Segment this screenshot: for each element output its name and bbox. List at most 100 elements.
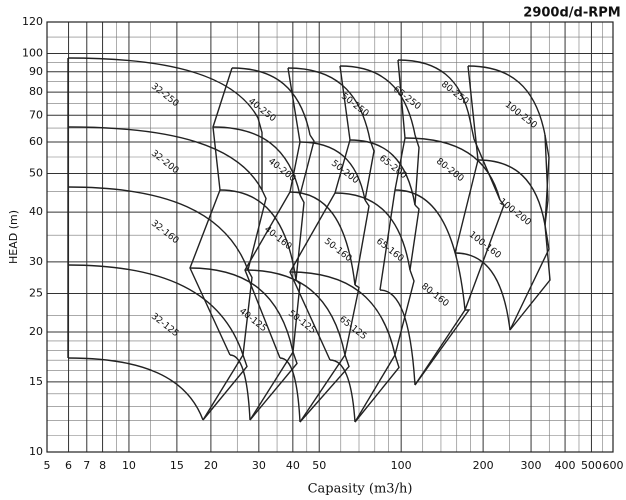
x-tick-label: 8 bbox=[99, 459, 106, 472]
region-label: 32-160 bbox=[149, 219, 180, 247]
outline bbox=[249, 351, 294, 421]
outline bbox=[354, 354, 396, 423]
outline bbox=[299, 354, 346, 423]
head-curve bbox=[379, 289, 416, 386]
x-axis-label: Capasity (m3/h) bbox=[308, 482, 413, 497]
y-tick-label: 100 bbox=[22, 47, 43, 60]
outline bbox=[244, 67, 301, 359]
region-label: 32-200 bbox=[149, 149, 180, 177]
outline bbox=[257, 117, 263, 190]
head-curve bbox=[329, 359, 356, 423]
head-curve bbox=[67, 186, 249, 271]
x-tick-label: 40 bbox=[286, 459, 300, 472]
head-curve bbox=[299, 141, 366, 201]
outline bbox=[289, 65, 351, 361]
head-curve bbox=[289, 191, 356, 286]
x-tick-label: 300 bbox=[521, 459, 542, 472]
y-tick-label: 50 bbox=[29, 166, 43, 179]
head-curve bbox=[454, 252, 511, 331]
outline bbox=[394, 269, 415, 356]
head-curve bbox=[334, 192, 411, 271]
outline bbox=[242, 269, 253, 356]
head-curve bbox=[229, 354, 251, 421]
head-curve bbox=[189, 267, 294, 353]
outline bbox=[454, 65, 479, 254]
region-label: 40-125 bbox=[237, 307, 268, 335]
x-tick-label: 20 bbox=[204, 459, 218, 472]
head-curve bbox=[219, 189, 297, 281]
outline bbox=[354, 199, 370, 286]
outline bbox=[379, 59, 406, 291]
region-label: 80-160 bbox=[419, 282, 450, 310]
outline bbox=[299, 354, 350, 423]
outline bbox=[409, 204, 420, 271]
outline bbox=[414, 134, 420, 206]
x-tick-label: 6 bbox=[65, 459, 72, 472]
outline bbox=[202, 354, 248, 421]
outline bbox=[299, 134, 315, 196]
y-tick-label: 30 bbox=[29, 255, 43, 268]
head-curve bbox=[67, 357, 204, 421]
outline bbox=[189, 67, 233, 356]
y-tick-label: 40 bbox=[29, 205, 43, 218]
x-tick-label: 50 bbox=[312, 459, 326, 472]
region-label: 80-200 bbox=[434, 157, 465, 185]
head-curve bbox=[244, 269, 346, 356]
x-tick-label: 7 bbox=[83, 459, 90, 472]
outline bbox=[344, 284, 360, 356]
head-curve bbox=[467, 65, 546, 136]
y-tick-label: 25 bbox=[29, 286, 43, 299]
y-tick-label: 20 bbox=[29, 325, 43, 338]
head-curve bbox=[477, 159, 546, 226]
region-label: 40-250 bbox=[246, 97, 277, 125]
head-curve bbox=[67, 126, 263, 191]
y-tick-label: 10 bbox=[29, 445, 43, 458]
plot-frame bbox=[46, 21, 614, 453]
head-curve bbox=[394, 189, 466, 311]
x-tick-label: 500 bbox=[581, 459, 602, 472]
x-tick-label: 400 bbox=[555, 459, 576, 472]
outline bbox=[414, 309, 471, 386]
x-tick-label: 600 bbox=[603, 459, 624, 472]
y-tick-label: 90 bbox=[29, 65, 43, 78]
outline bbox=[464, 199, 505, 311]
head-curve bbox=[349, 139, 416, 206]
outline bbox=[509, 224, 551, 331]
y-tick-label: 70 bbox=[29, 108, 43, 121]
region-label: 65-200 bbox=[377, 154, 408, 182]
y-tick-label: 80 bbox=[29, 85, 43, 98]
outline bbox=[544, 134, 549, 226]
head-curve bbox=[212, 126, 301, 196]
x-tick-label: 100 bbox=[391, 459, 412, 472]
curves bbox=[67, 57, 551, 423]
y-tick-label: 15 bbox=[29, 375, 43, 388]
outline bbox=[202, 354, 244, 421]
outline bbox=[544, 134, 550, 226]
chart-title: 2900d/d-RPM bbox=[523, 6, 620, 21]
x-tick-label: 200 bbox=[473, 459, 494, 472]
region-label: 32-250 bbox=[149, 82, 180, 110]
outline bbox=[249, 351, 298, 421]
head-curve bbox=[279, 357, 301, 423]
head-curve bbox=[67, 264, 244, 356]
x-tick-label: 10 bbox=[122, 459, 136, 472]
outline bbox=[354, 354, 400, 423]
x-tick-label: 5 bbox=[44, 459, 51, 472]
region-label: 40-160 bbox=[262, 225, 293, 253]
y-axis-label: HEAD (m) bbox=[7, 210, 20, 264]
outline bbox=[414, 309, 466, 386]
outline bbox=[295, 194, 305, 281]
outline bbox=[247, 189, 267, 271]
grid: 5 6 7 8 10 15 20 30 40 50 100 200 300 400 500 600 10 15 20… bbox=[22, 15, 624, 472]
head-curve bbox=[231, 67, 311, 136]
x-tick-label: 30 bbox=[252, 459, 266, 472]
head-curve bbox=[339, 65, 416, 136]
y-tick-label: 120 bbox=[22, 15, 43, 28]
outline bbox=[364, 139, 375, 201]
outline bbox=[509, 224, 550, 331]
head-curve bbox=[67, 57, 259, 119]
head-curve bbox=[289, 271, 396, 356]
y-tick-label: 60 bbox=[29, 135, 43, 148]
x-tick-label: 15 bbox=[170, 459, 184, 472]
